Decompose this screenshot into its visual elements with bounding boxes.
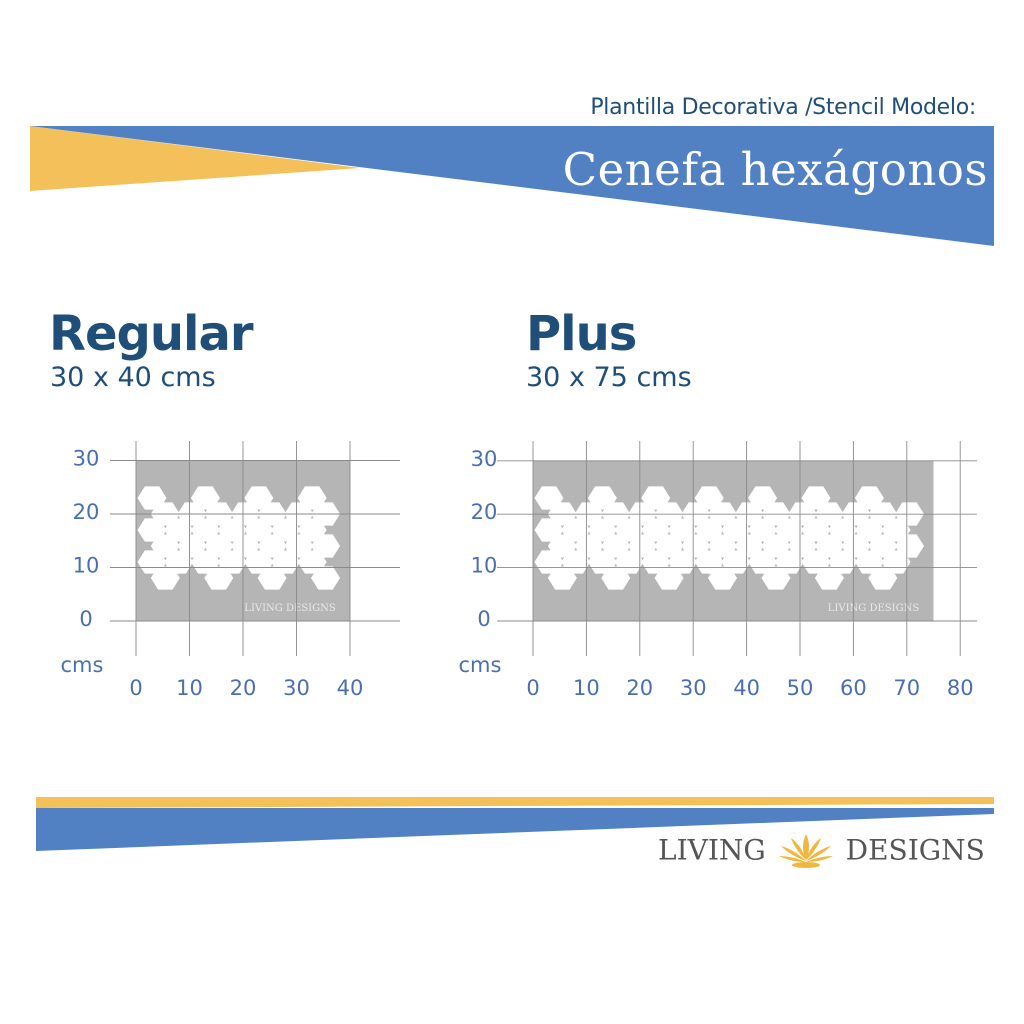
hexagon-cutout [708, 566, 737, 590]
y-tick-label: 30 [73, 447, 100, 471]
x-tick-label: 0 [526, 676, 539, 700]
header-subtitle: Plantilla Decorativa /Stencil Modelo: [590, 95, 976, 120]
hexagon-cutout [601, 566, 631, 590]
stencil-watermark: LIVING DESIGNS [244, 603, 336, 614]
hexagon-cutout [204, 566, 234, 590]
variant-plus-name: Plus [526, 306, 637, 362]
x-tick-label: 30 [680, 676, 707, 700]
lotus-icon [778, 834, 833, 868]
x-tick-label: 20 [230, 676, 257, 700]
x-tick-label: 0 [129, 676, 142, 700]
x-tick-label: 10 [573, 676, 600, 700]
y-tick-label: 10 [73, 554, 100, 578]
stencil-watermark: LIVING DESIGNS [828, 603, 920, 614]
x-tick-label: 80 [947, 676, 974, 700]
x-tick-label: 30 [283, 676, 310, 700]
header-title: Cenefa hexágonos [562, 143, 988, 196]
header-banner [30, 126, 994, 246]
unit-label: cms [459, 653, 502, 677]
x-tick-label: 60 [840, 676, 867, 700]
brand-left-text: LIVING [658, 833, 766, 867]
footer-blue-band [36, 808, 994, 851]
footer-banner [36, 797, 994, 851]
hexagon-cutout [311, 566, 340, 590]
y-tick-label: 20 [73, 500, 100, 524]
hexagon-cutout [150, 566, 180, 590]
header-yellow-stripe [30, 126, 360, 191]
x-tick-label: 70 [893, 676, 920, 700]
brand-right-text: DESIGNS [845, 833, 985, 867]
y-tick-label: 0 [477, 607, 490, 631]
footer-yellow-stripe [36, 797, 994, 808]
header-blue-band [30, 126, 994, 246]
unit-label: cms [61, 653, 104, 677]
y-tick-label: 20 [471, 500, 498, 524]
hexagon-cutout [654, 566, 684, 590]
x-tick-label: 50 [787, 676, 814, 700]
x-tick-label: 40 [337, 676, 364, 700]
x-tick-label: 10 [176, 676, 203, 700]
variant-regular-size: 30 x 40 cms [50, 362, 216, 393]
y-tick-label: 0 [79, 607, 92, 631]
hexagon-cutout [868, 566, 898, 590]
x-tick-label: 40 [733, 676, 760, 700]
y-tick-label: 10 [471, 554, 498, 578]
stencil-diagrams: LIVING DESIGNS 0 10 20 30 40 0 10 20 30 cms LIVING … [61, 441, 977, 700]
variant-plus-size: 30 x 75 cms [526, 362, 692, 393]
hexagon-cutout [547, 566, 577, 590]
brand-logo: LIVING DESIGNS [658, 830, 985, 870]
hexagon-cutout [761, 566, 791, 590]
variant-regular-name: Regular [49, 306, 254, 362]
hexagon-cutout [257, 566, 287, 590]
hexagon-cutout [814, 566, 844, 590]
y-tick-label: 30 [471, 447, 498, 471]
x-tick-label: 20 [626, 676, 653, 700]
